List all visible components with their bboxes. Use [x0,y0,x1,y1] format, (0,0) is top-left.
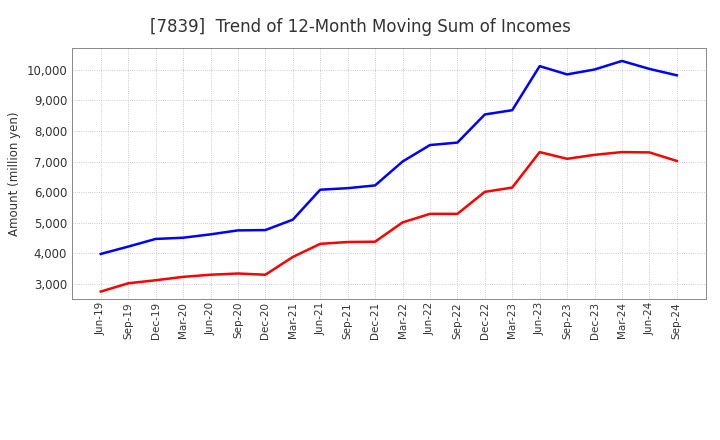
Ordinary Income [672,73,681,78]
Net Income [261,272,270,277]
Net Income [590,152,599,158]
Ordinary Income [563,72,572,77]
Net Income [151,278,160,283]
Ordinary Income [206,232,215,237]
Y-axis label: Amount (million yen): Amount (million yen) [8,112,21,236]
Net Income [179,274,187,279]
Net Income [343,239,352,245]
Net Income [672,158,681,164]
Ordinary Income [453,140,462,145]
Net Income [233,271,242,276]
Ordinary Income [590,67,599,72]
Net Income [536,150,544,155]
Ordinary Income [261,227,270,233]
Net Income [453,211,462,216]
Ordinary Income [316,187,325,192]
Net Income [398,220,407,225]
Net Income [206,272,215,277]
Net Income [371,239,379,244]
Ordinary Income [508,107,516,113]
Ordinary Income [645,66,654,72]
Ordinary Income [343,186,352,191]
Legend: Ordinary Income, Net Income: Ordinary Income, Net Income [233,436,544,440]
Ordinary Income [233,228,242,233]
Net Income [618,150,626,155]
Ordinary Income [618,58,626,63]
Text: [7839]  Trend of 12-Month Moving Sum of Incomes: [7839] Trend of 12-Month Moving Sum of I… [150,18,570,36]
Ordinary Income [124,244,132,249]
Net Income [316,241,325,246]
Line: Net Income: Net Income [101,152,677,292]
Ordinary Income [536,63,544,69]
Ordinary Income [151,236,160,242]
Net Income [289,254,297,260]
Line: Ordinary Income: Ordinary Income [101,61,677,254]
Net Income [508,185,516,190]
Ordinary Income [426,143,434,148]
Ordinary Income [371,183,379,188]
Net Income [645,150,654,155]
Ordinary Income [398,159,407,164]
Ordinary Income [96,251,105,257]
Ordinary Income [289,217,297,222]
Net Income [124,281,132,286]
Ordinary Income [480,112,489,117]
Net Income [563,156,572,161]
Ordinary Income [179,235,187,240]
Net Income [96,289,105,294]
Net Income [426,211,434,216]
Net Income [480,189,489,194]
